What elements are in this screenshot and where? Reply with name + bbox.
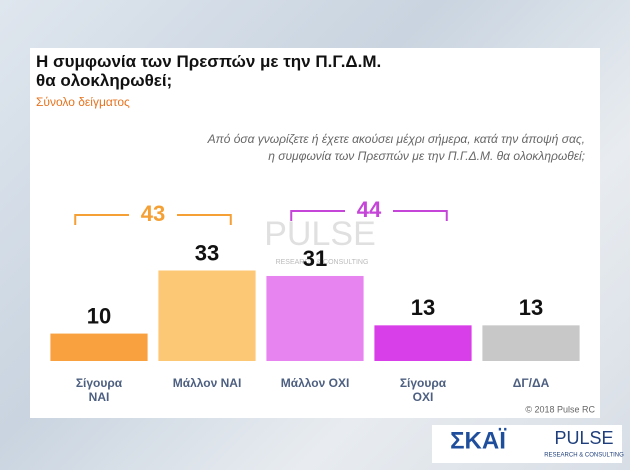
x-tick-label: Σίγουρα ΟΧΙ [399, 376, 447, 404]
chart-title: Η συμφωνία των Πρεσπών με την Π.Γ.Δ.Μ. θα… [36, 52, 381, 90]
value-label: 13 [411, 295, 435, 320]
logo-pulse: PULSE [554, 428, 613, 448]
logo-skai: ΣΚΑΪ [450, 427, 507, 454]
copyright: © 2018 Pulse RC [525, 404, 595, 414]
value-label: 13 [519, 295, 543, 320]
value-label: 31 [303, 246, 327, 271]
chart-subtitle: Σύνολο δείγματος [36, 95, 130, 109]
bar [158, 270, 256, 361]
bar [482, 325, 580, 361]
logo-box [432, 425, 622, 463]
watermark-sub: RESEARCH & CONSULTING [276, 259, 369, 266]
watermark: PULSE [264, 215, 376, 253]
question-line: η συμφωνία των Πρεσπών με την Π.Γ.Δ.Μ. θ… [268, 149, 585, 163]
x-tick-label: ΔΓ/ΔΑ [512, 376, 550, 390]
x-tick-label: Μάλλον ΟΧΙ [280, 376, 350, 390]
value-label: 10 [87, 303, 111, 328]
logo-pulse-sub: RESEARCH & CONSULTING [544, 453, 624, 459]
group-bracket [177, 214, 232, 225]
bar [50, 333, 148, 361]
value-label: 33 [195, 240, 219, 265]
bar [266, 275, 364, 361]
group-bracket [393, 210, 448, 221]
question-line: Από όσα γνωρίζετε ή έχετε ακούσει μέχρι … [207, 132, 585, 146]
bar [374, 325, 472, 361]
group-total: 44 [357, 197, 382, 222]
x-tick-label: Σίγουρα ΝΑΙ [75, 376, 123, 404]
x-tick-label: Μάλλον ΝΑΙ [172, 376, 242, 390]
group-total: 43 [141, 201, 165, 226]
group-bracket [74, 214, 129, 225]
group-bracket [290, 210, 345, 221]
